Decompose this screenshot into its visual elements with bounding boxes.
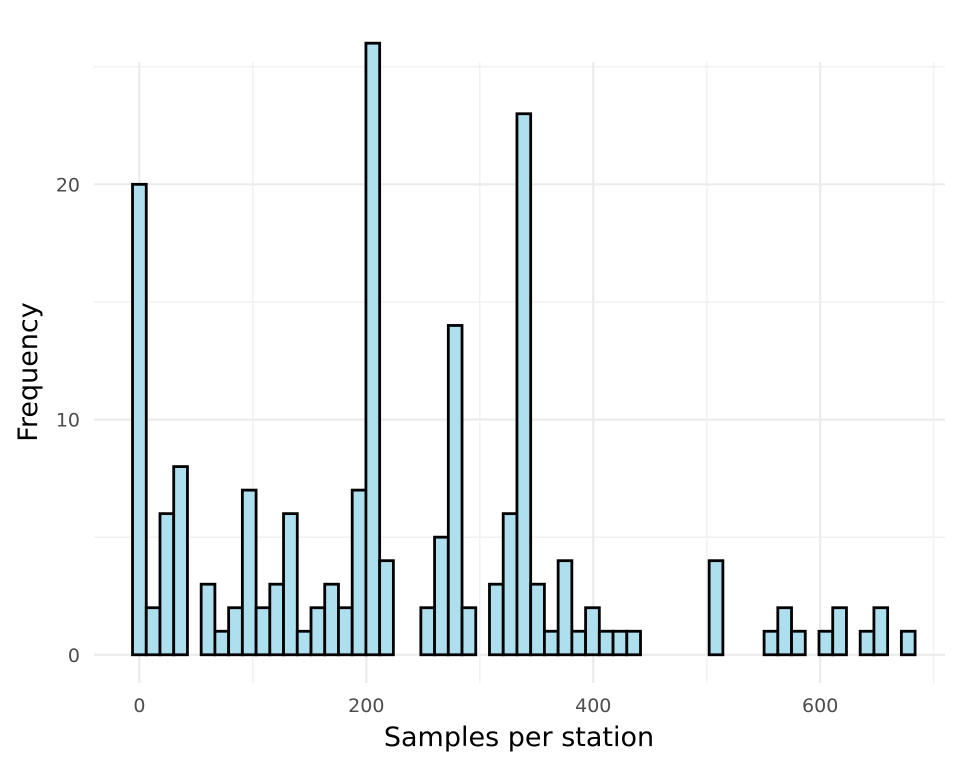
histogram-bar (419, 606, 436, 657)
y-tick-label: 0 (68, 645, 80, 667)
y-tick-label: 10 (56, 410, 80, 432)
histogram-bar (556, 559, 574, 657)
histogram-bar (309, 606, 327, 657)
histogram-bar (899, 629, 917, 657)
x-axis-title: Samples per station (384, 722, 654, 753)
histogram-bar (776, 606, 793, 657)
histogram-bar (543, 629, 560, 657)
histogram-bar (625, 629, 642, 657)
x-axis-ticks: 0 200 400 600 (133, 695, 838, 717)
y-tick-label: 20 (56, 174, 80, 196)
x-tick-label: 600 (802, 695, 838, 717)
histogram-bar (872, 606, 890, 657)
histogram-bar (199, 582, 217, 657)
histogram-bars (131, 41, 917, 657)
x-tick-label: 200 (348, 695, 384, 717)
y-axis-ticks: 0 10 20 (56, 174, 80, 666)
histogram-bar (570, 629, 587, 657)
histogram-bar (529, 582, 546, 657)
x-tick-label: 0 (133, 695, 145, 717)
histogram-bar (268, 582, 285, 657)
histogram-bar (501, 512, 519, 657)
histogram-bar (282, 512, 299, 657)
histogram-bar (515, 112, 533, 657)
histogram-bar (707, 559, 725, 657)
histogram-bar (831, 606, 848, 657)
histogram-bar (460, 606, 478, 657)
y-axis-title: Frequency (13, 302, 44, 442)
histogram-bar (131, 182, 148, 657)
histogram-bar (295, 629, 313, 657)
histogram-bar (858, 629, 876, 657)
histogram-bar (323, 582, 340, 657)
histogram-bar (144, 606, 162, 657)
histogram-bar (240, 488, 258, 657)
histogram-bar (817, 629, 835, 657)
histogram-bar (446, 324, 464, 657)
histogram-bar (364, 41, 382, 657)
histogram-bar (172, 465, 189, 657)
histogram-bar (254, 606, 272, 657)
histogram-bar (597, 629, 615, 657)
histogram-bar (433, 535, 450, 657)
histogram-bar (337, 606, 354, 657)
histogram-bar (611, 629, 629, 657)
histogram-bar (227, 606, 244, 657)
histogram-bar (158, 512, 176, 657)
histogram-bar (790, 629, 807, 657)
x-tick-label: 400 (575, 695, 611, 717)
histogram-bar (378, 559, 395, 657)
histogram-bar (213, 629, 231, 657)
histogram-bar (350, 488, 368, 657)
histogram-bar (584, 606, 601, 657)
histogram-bar (762, 629, 780, 657)
histogram-bar (488, 582, 505, 657)
